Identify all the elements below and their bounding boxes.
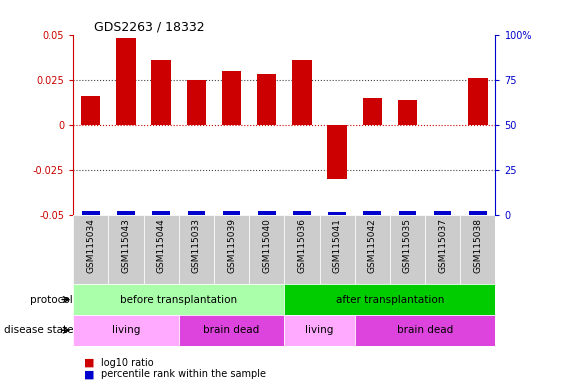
Bar: [355, 215, 390, 284]
Bar: [73, 284, 284, 315]
Text: brain dead: brain dead: [397, 325, 453, 335]
Bar: [222, 71, 241, 125]
Bar: [82, 211, 100, 217]
Bar: [293, 211, 311, 217]
Text: disease state: disease state: [4, 325, 73, 335]
Text: GSM115036: GSM115036: [297, 218, 306, 273]
Bar: [73, 215, 108, 284]
Bar: [284, 284, 495, 315]
Bar: [257, 74, 276, 125]
Bar: [363, 98, 382, 125]
Text: GSM115033: GSM115033: [192, 218, 201, 273]
Text: protocol: protocol: [30, 295, 73, 305]
Bar: [425, 215, 461, 284]
Bar: [151, 60, 171, 125]
Bar: [364, 211, 381, 217]
Text: log10 ratio: log10 ratio: [101, 358, 154, 368]
Text: GDS2263 / 18332: GDS2263 / 18332: [95, 20, 205, 33]
Bar: [390, 215, 425, 284]
Bar: [73, 315, 179, 346]
Bar: [469, 211, 486, 217]
Text: GSM115035: GSM115035: [403, 218, 412, 273]
Bar: [117, 211, 135, 217]
Bar: [153, 211, 170, 217]
Bar: [187, 211, 205, 217]
Bar: [144, 215, 179, 284]
Text: GSM115044: GSM115044: [157, 218, 166, 273]
Text: living: living: [112, 325, 140, 335]
Text: ■: ■: [84, 369, 95, 379]
Text: GSM115034: GSM115034: [86, 218, 95, 273]
Bar: [292, 60, 311, 125]
Bar: [214, 215, 249, 284]
Text: living: living: [305, 325, 334, 335]
Bar: [284, 315, 355, 346]
Bar: [399, 211, 416, 217]
Text: GSM115042: GSM115042: [368, 218, 377, 273]
Text: percentile rank within the sample: percentile rank within the sample: [101, 369, 266, 379]
Text: GSM115041: GSM115041: [333, 218, 342, 273]
Text: before transplantation: before transplantation: [120, 295, 238, 305]
Text: GSM115039: GSM115039: [227, 218, 236, 273]
Bar: [108, 215, 144, 284]
Bar: [468, 78, 488, 125]
Bar: [328, 212, 346, 217]
Bar: [355, 315, 495, 346]
Text: GSM115040: GSM115040: [262, 218, 271, 273]
Text: after transplantation: after transplantation: [336, 295, 444, 305]
Bar: [223, 211, 240, 217]
Bar: [320, 215, 355, 284]
Text: ■: ■: [84, 358, 95, 368]
Text: GSM115043: GSM115043: [122, 218, 131, 273]
Bar: [328, 125, 347, 179]
Bar: [461, 215, 495, 284]
Bar: [179, 315, 284, 346]
Bar: [117, 38, 136, 125]
Bar: [284, 215, 320, 284]
Bar: [81, 96, 100, 125]
Bar: [258, 211, 275, 217]
Bar: [434, 212, 452, 217]
Text: GSM115037: GSM115037: [438, 218, 447, 273]
Bar: [249, 215, 284, 284]
Bar: [187, 79, 206, 125]
Text: brain dead: brain dead: [203, 325, 260, 335]
Bar: [398, 99, 417, 125]
Text: GSM115038: GSM115038: [473, 218, 482, 273]
Bar: [179, 215, 214, 284]
